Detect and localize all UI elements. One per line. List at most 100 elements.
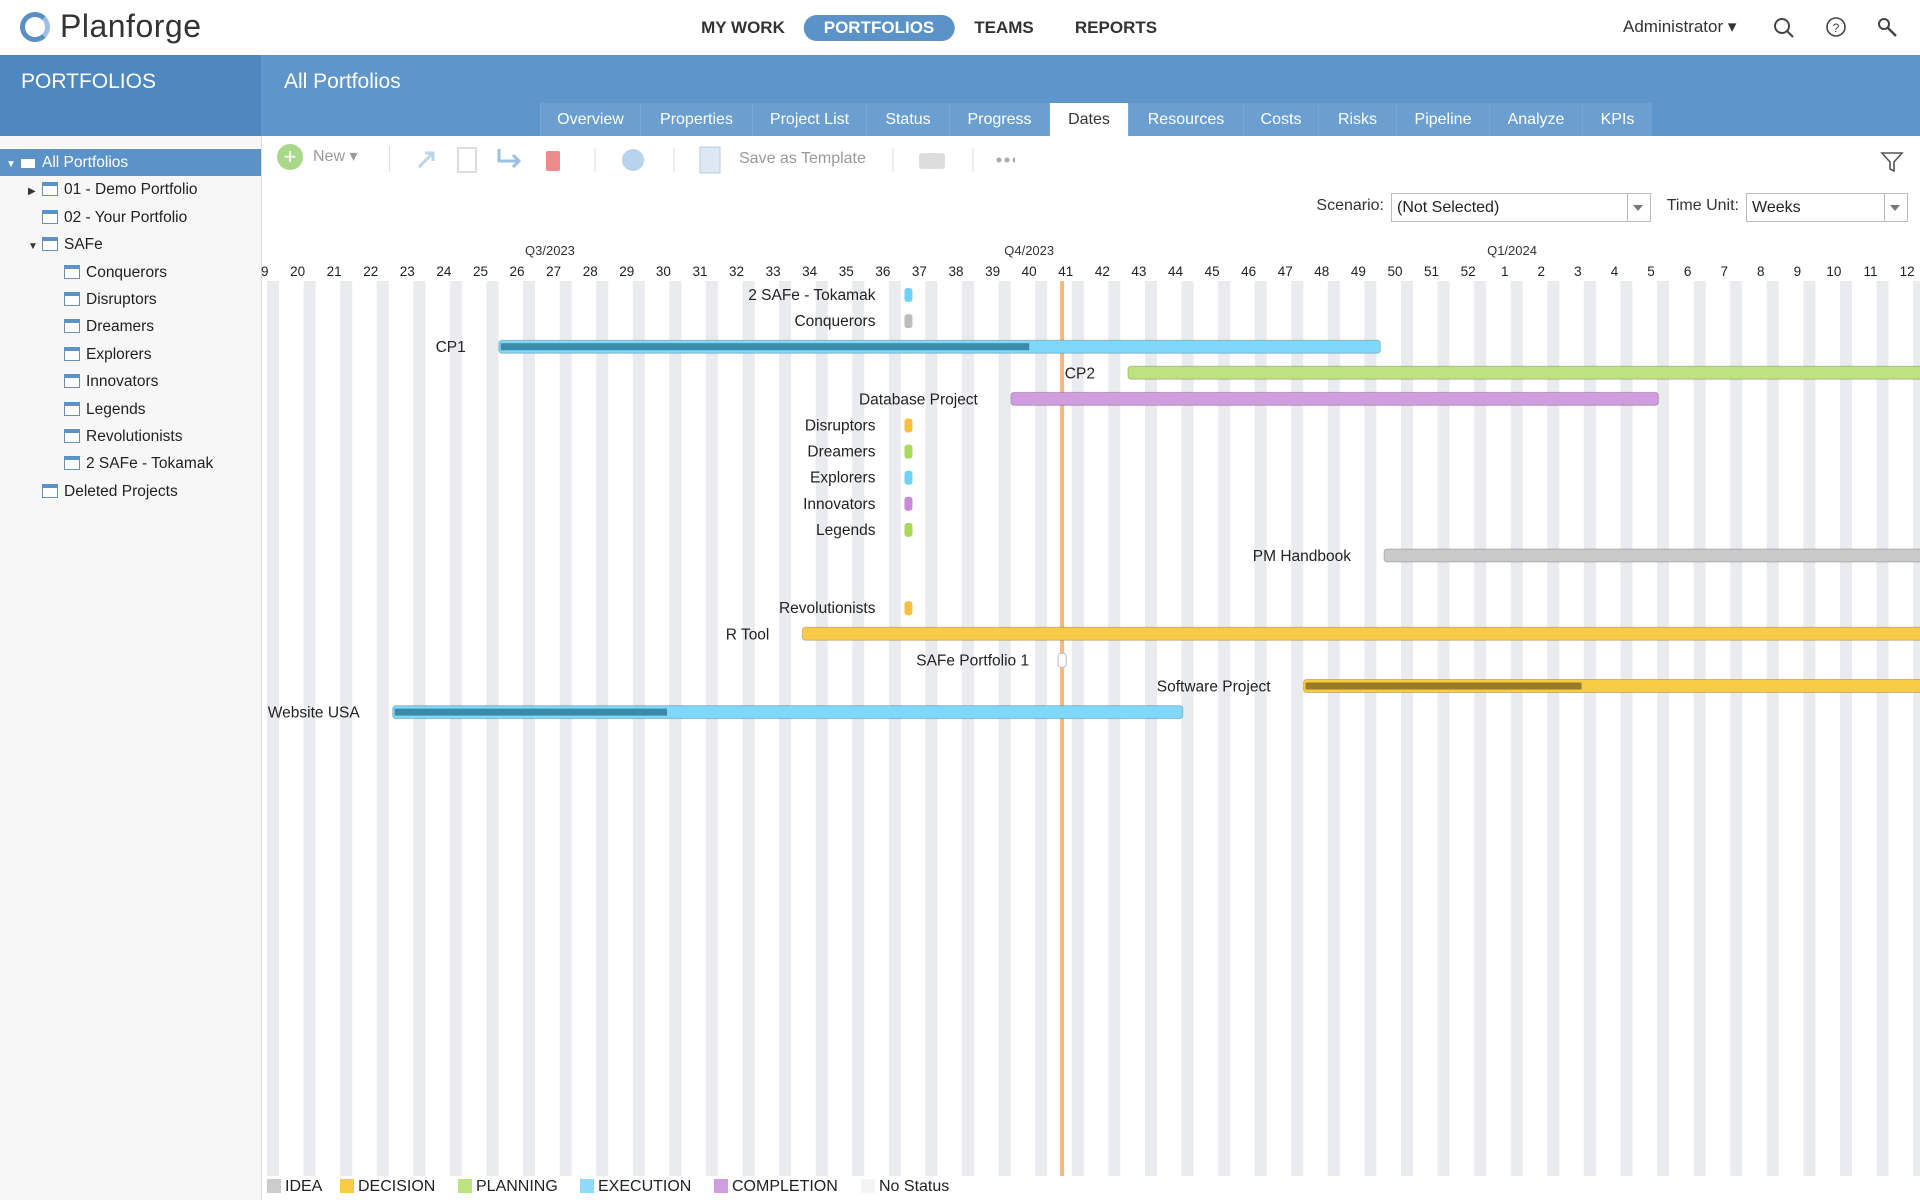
convert-icon[interactable]: [497, 149, 522, 169]
week-label: 51: [1424, 264, 1439, 279]
nav-item[interactable]: REPORTS: [1074, 18, 1158, 37]
expander[interactable]: ▼: [6, 159, 16, 170]
tree-item[interactable]: Conquerors: [0, 259, 261, 286]
week-label: 30: [656, 264, 671, 279]
delete-icon[interactable]: [546, 151, 560, 171]
legend-item: COMPLETION: [714, 1178, 838, 1196]
nav-item[interactable]: MY WORK: [701, 18, 785, 37]
page-title: All Portfolios: [284, 70, 401, 93]
legend-swatch: [458, 1179, 472, 1193]
key-icon[interactable]: [1878, 18, 1897, 37]
week-label: 52: [1461, 264, 1476, 279]
tree-item[interactable]: ▼ All Portfolios: [0, 149, 261, 176]
week-label: 4: [1611, 264, 1619, 279]
tree-item[interactable]: Deleted Projects: [0, 478, 261, 505]
svg-text:?: ?: [1833, 21, 1840, 35]
quarter-label: Q1/2024: [1487, 243, 1537, 258]
separator: [389, 146, 390, 172]
logo[interactable]: Planforge: [60, 8, 202, 44]
tree-item[interactable]: Dreamers: [0, 313, 261, 340]
tree-item[interactable]: ▼ SAFe: [0, 231, 261, 258]
week-label: 23: [400, 264, 415, 279]
search-icon[interactable]: [1774, 18, 1794, 38]
week-stripe: [449, 281, 462, 1176]
more-icon[interactable]: [996, 157, 1016, 163]
week-label: 32: [729, 264, 744, 279]
week-stripe: [1657, 281, 1670, 1176]
tab[interactable]: Status: [866, 103, 949, 136]
week-label: 19: [261, 264, 269, 279]
tab[interactable]: KPIs: [1582, 103, 1652, 136]
tree-item[interactable]: Legends: [0, 396, 261, 423]
move-icon[interactable]: [417, 151, 435, 169]
tree-label: Legends: [86, 400, 146, 418]
tree-item[interactable]: Disruptors: [0, 286, 261, 313]
time-unit-select[interactable]: Weeks: [1746, 193, 1908, 222]
week-label: 42: [1095, 264, 1110, 279]
legend-swatch: [267, 1179, 281, 1193]
week-label: 9: [1794, 264, 1802, 279]
week-stripe: [1913, 281, 1920, 1176]
copy-icon[interactable]: [457, 147, 477, 173]
legend-label: DECISION: [358, 1178, 436, 1195]
user-menu[interactable]: Administrator ▾: [1623, 17, 1737, 36]
week-stripe: [1144, 281, 1157, 1176]
tree-item[interactable]: 2 SAFe - Tokamak: [0, 450, 261, 477]
nav-item[interactable]: TEAMS: [974, 18, 1034, 37]
milestone: [904, 418, 913, 433]
tree-item[interactable]: Innovators: [0, 368, 261, 395]
tree-item[interactable]: Revolutionists: [0, 423, 261, 450]
week-stripe: [523, 281, 536, 1176]
tab[interactable]: Properties: [640, 103, 752, 136]
week-label: 10: [1826, 264, 1841, 279]
week-label: 48: [1314, 264, 1329, 279]
save-template-button[interactable]: Save as Template: [739, 150, 866, 167]
week-stripe: [340, 281, 353, 1176]
tree-label: 2 SAFe - Tokamak: [86, 455, 214, 473]
nav-item[interactable]: PORTFOLIOS: [803, 15, 955, 41]
info-icon[interactable]: [622, 149, 644, 171]
week-stripe: [1766, 281, 1779, 1176]
toolbar-icons: [417, 146, 1016, 174]
legend-swatch: [340, 1179, 354, 1193]
week-label: 26: [510, 264, 525, 279]
week-stripe: [998, 281, 1011, 1176]
tab[interactable]: Overview: [540, 103, 640, 136]
tab[interactable]: Progress: [949, 103, 1049, 136]
milestone: [904, 314, 913, 329]
tab[interactable]: Costs: [1243, 103, 1318, 136]
tab[interactable]: Pipeline: [1396, 103, 1489, 136]
week-stripe: [1876, 281, 1889, 1176]
legend-label: No Status: [879, 1178, 950, 1195]
week-label: 29: [619, 264, 634, 279]
scenario-select[interactable]: (Not Selected): [1391, 193, 1651, 222]
print-icon[interactable]: [919, 153, 945, 169]
progress-bar: [394, 708, 668, 716]
help-icon[interactable]: ?: [1826, 17, 1846, 37]
row-label: CP1: [436, 339, 466, 356]
expander[interactable]: ▼: [28, 241, 38, 253]
filter-icon[interactable]: [1880, 150, 1904, 174]
week-stripe: [1327, 281, 1340, 1176]
expander[interactable]: ▶: [28, 186, 36, 198]
tab[interactable]: Resources: [1128, 103, 1243, 136]
legend-item: PLANNING: [458, 1178, 558, 1196]
tree-item[interactable]: 02 - Your Portfolio: [0, 204, 261, 231]
row-label: Dreamers: [807, 444, 875, 461]
tab[interactable]: Risks: [1318, 103, 1396, 136]
tab[interactable]: Project List: [752, 103, 866, 136]
tree-label: 01 - Demo Portfolio: [64, 181, 198, 199]
tab[interactable]: Dates: [1049, 103, 1128, 136]
tree-icon: [42, 237, 58, 252]
week-stripe: [888, 281, 901, 1176]
tree-item[interactable]: ▶ 01 - Demo Portfolio: [0, 176, 261, 203]
tab[interactable]: Analyze: [1489, 103, 1582, 136]
header-icons: ?: [1774, 17, 1897, 38]
new-button[interactable]: + New ▾: [277, 144, 358, 170]
time-unit-value: Weeks: [1752, 199, 1801, 216]
row-label: Software Project: [1157, 679, 1271, 696]
tree-item[interactable]: Explorers: [0, 341, 261, 368]
week-stripe: [1510, 281, 1523, 1176]
tree-icon: [64, 401, 80, 416]
template-icon[interactable]: [699, 146, 721, 174]
